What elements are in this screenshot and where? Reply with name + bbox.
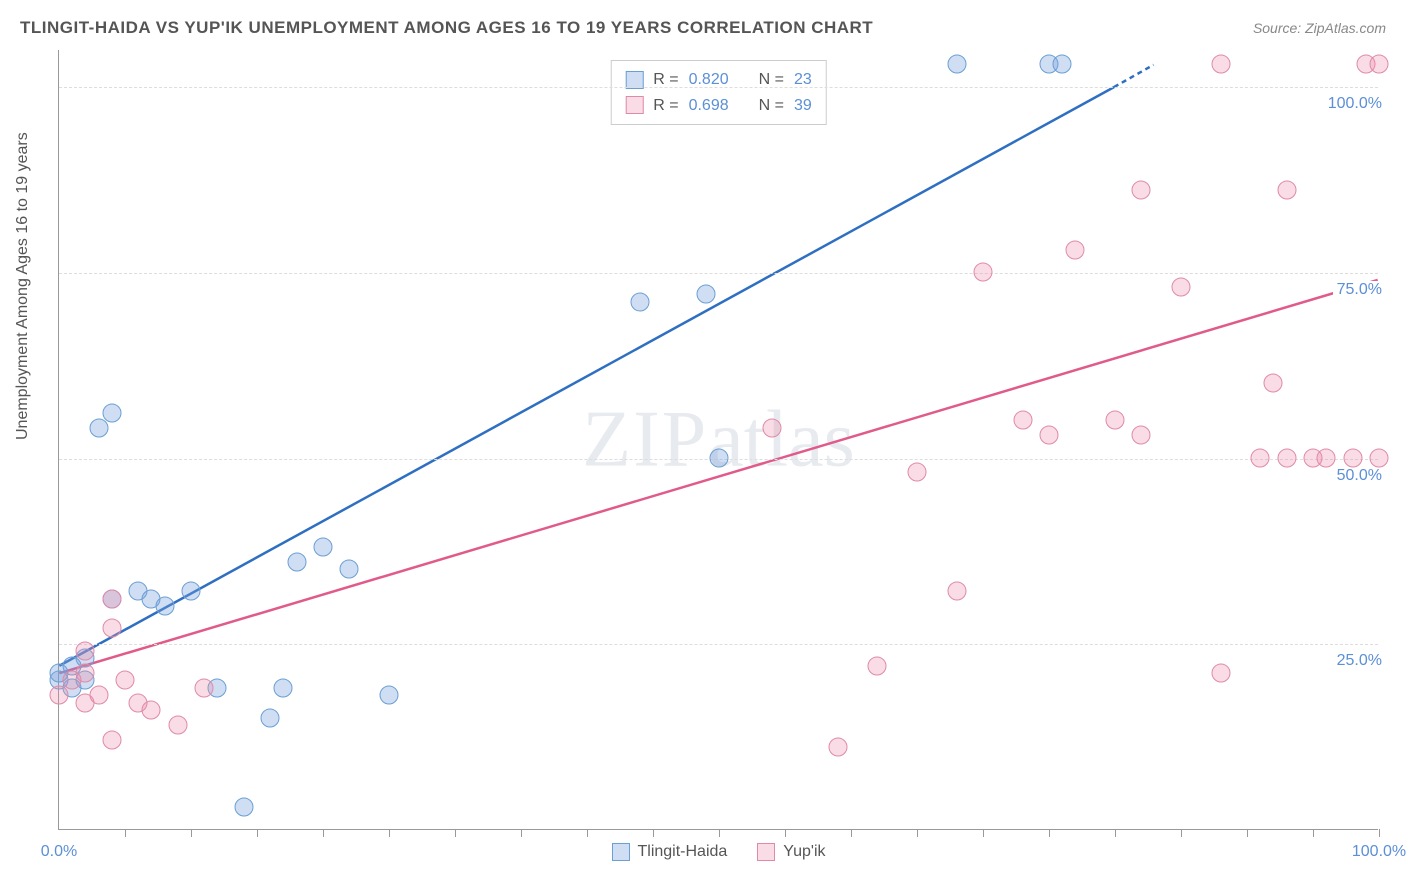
legend-top-row-2: R = 0.698 N = 39 bbox=[625, 93, 812, 119]
x-tick bbox=[191, 829, 192, 837]
legend-top-row-1: R = 0.820 N = 23 bbox=[625, 67, 812, 93]
x-tick bbox=[917, 829, 918, 837]
scatter-point bbox=[762, 418, 781, 437]
watermark: ZIPatlas bbox=[582, 394, 855, 485]
scatter-point bbox=[50, 686, 69, 705]
y-axis-label: Unemployment Among Ages 16 to 19 years bbox=[14, 132, 32, 440]
scatter-point bbox=[1211, 664, 1230, 683]
scatter-point bbox=[76, 664, 95, 683]
scatter-point bbox=[1277, 448, 1296, 467]
scatter-point bbox=[116, 671, 135, 690]
trend-lines-svg bbox=[59, 50, 1378, 829]
x-tick bbox=[455, 829, 456, 837]
x-tick bbox=[851, 829, 852, 837]
scatter-point bbox=[1172, 277, 1191, 296]
scatter-point bbox=[89, 418, 108, 437]
x-tick bbox=[653, 829, 654, 837]
scatter-point bbox=[261, 708, 280, 727]
scatter-point bbox=[102, 730, 121, 749]
legend-bottom-item-1: Tlingit-Haida bbox=[611, 843, 727, 861]
x-tick bbox=[125, 829, 126, 837]
x-tick bbox=[257, 829, 258, 837]
y-tick-label: 75.0% bbox=[1333, 281, 1386, 299]
scatter-point bbox=[274, 678, 293, 697]
x-tick bbox=[1115, 829, 1116, 837]
legend-bottom-swatch-yupik bbox=[757, 843, 775, 861]
scatter-point bbox=[287, 552, 306, 571]
legend-bottom-swatch-tlingit bbox=[611, 843, 629, 861]
scatter-point bbox=[947, 582, 966, 601]
scatter-point bbox=[1132, 181, 1151, 200]
scatter-point bbox=[1211, 54, 1230, 73]
scatter-point bbox=[102, 619, 121, 638]
x-tick bbox=[1181, 829, 1182, 837]
scatter-point bbox=[234, 797, 253, 816]
legend-swatch-yupik bbox=[625, 96, 643, 114]
x-tick-label: 0.0% bbox=[41, 843, 77, 861]
scatter-point bbox=[340, 560, 359, 579]
scatter-point bbox=[1066, 240, 1085, 259]
scatter-point bbox=[142, 701, 161, 720]
scatter-point bbox=[1264, 374, 1283, 393]
scatter-point bbox=[868, 656, 887, 675]
scatter-point bbox=[1370, 54, 1389, 73]
x-tick bbox=[323, 829, 324, 837]
scatter-point bbox=[1053, 54, 1072, 73]
x-tick bbox=[785, 829, 786, 837]
scatter-point bbox=[168, 716, 187, 735]
scatter-point bbox=[696, 285, 715, 304]
legend-bottom-item-2: Yup'ik bbox=[757, 843, 825, 861]
scatter-point bbox=[182, 582, 201, 601]
x-tick bbox=[1247, 829, 1248, 837]
scatter-point bbox=[908, 463, 927, 482]
scatter-point bbox=[155, 597, 174, 616]
legend-top-box: R = 0.820 N = 23 R = 0.698 N = 39 bbox=[610, 60, 827, 125]
scatter-point bbox=[1277, 181, 1296, 200]
chart-title: TLINGIT-HAIDA VS YUP'IK UNEMPLOYMENT AMO… bbox=[20, 18, 873, 38]
scatter-point bbox=[1317, 448, 1336, 467]
scatter-point bbox=[974, 262, 993, 281]
scatter-point bbox=[1370, 448, 1389, 467]
x-tick bbox=[1313, 829, 1314, 837]
scatter-point bbox=[1251, 448, 1270, 467]
scatter-point bbox=[76, 641, 95, 660]
scatter-point bbox=[828, 738, 847, 757]
y-tick-label: 25.0% bbox=[1333, 652, 1386, 670]
chart-source: Source: ZipAtlas.com bbox=[1253, 20, 1386, 36]
x-tick bbox=[587, 829, 588, 837]
scatter-point bbox=[89, 686, 108, 705]
legend-swatch-tlingit bbox=[625, 71, 643, 89]
scatter-point bbox=[102, 589, 121, 608]
scatter-point bbox=[314, 537, 333, 556]
x-tick bbox=[389, 829, 390, 837]
scatter-point bbox=[195, 678, 214, 697]
gridline bbox=[59, 273, 1378, 274]
scatter-point bbox=[947, 54, 966, 73]
y-tick-label: 100.0% bbox=[1324, 95, 1386, 113]
scatter-point bbox=[1040, 426, 1059, 445]
legend-bottom: Tlingit-Haida Yup'ik bbox=[611, 843, 825, 861]
scatter-point bbox=[1343, 448, 1362, 467]
x-tick-label: 100.0% bbox=[1352, 843, 1406, 861]
scatter-point bbox=[710, 448, 729, 467]
x-tick bbox=[1379, 829, 1380, 837]
gridline bbox=[59, 87, 1378, 88]
scatter-point bbox=[1106, 411, 1125, 430]
scatter-point bbox=[102, 404, 121, 423]
chart-header: TLINGIT-HAIDA VS YUP'IK UNEMPLOYMENT AMO… bbox=[20, 18, 1386, 38]
scatter-point bbox=[1013, 411, 1032, 430]
gridline bbox=[59, 644, 1378, 645]
x-tick bbox=[521, 829, 522, 837]
scatter-point bbox=[380, 686, 399, 705]
chart-plot-area: ZIPatlas R = 0.820 N = 23 R = 0.698 N = … bbox=[58, 50, 1378, 830]
scatter-point bbox=[1132, 426, 1151, 445]
x-tick bbox=[983, 829, 984, 837]
y-tick-label: 50.0% bbox=[1333, 467, 1386, 485]
x-tick bbox=[719, 829, 720, 837]
x-tick bbox=[1049, 829, 1050, 837]
scatter-point bbox=[630, 292, 649, 311]
